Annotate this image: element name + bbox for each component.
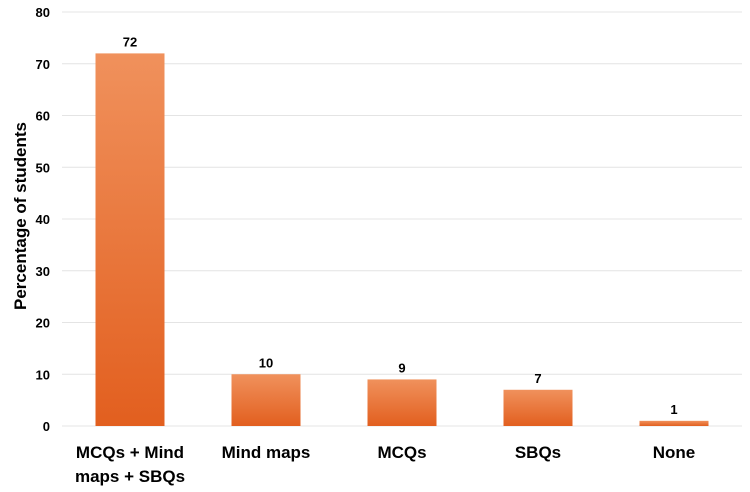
y-tick-label: 80 (36, 5, 50, 20)
y-axis-ticks: 0 10 20 30 40 50 60 70 80 (36, 5, 50, 434)
bar (503, 389, 573, 426)
bars (95, 53, 709, 427)
x-category-label: MCQs (377, 443, 426, 462)
gridlines (62, 11, 742, 427)
bar (639, 420, 709, 426)
y-tick-label: 20 (36, 316, 50, 331)
y-tick-label: 10 (36, 367, 50, 382)
y-tick-label: 40 (36, 212, 50, 227)
data-label: 7 (534, 371, 541, 386)
y-tick-label: 0 (43, 419, 50, 434)
x-category-label: SBQs (515, 443, 561, 462)
data-label: 9 (398, 360, 405, 375)
x-category-label: MCQs + Mind maps + SBQs (75, 443, 185, 486)
data-label: 10 (259, 355, 273, 370)
bar (367, 379, 437, 426)
data-label: 72 (123, 34, 137, 49)
data-labels: 72 10 9 7 1 (123, 34, 678, 416)
y-tick-label: 50 (36, 160, 50, 175)
y-tick-label: 30 (36, 264, 50, 279)
x-category-label: None (653, 443, 696, 462)
x-axis-categories: MCQs + Mind maps + SBQs Mind maps MCQs SBQs N… (75, 443, 695, 486)
x-category-label: Mind maps (222, 443, 311, 462)
y-tick-label: 70 (36, 57, 50, 72)
y-axis-label: Percentage of students (11, 122, 30, 310)
bar (95, 53, 165, 427)
data-label: 1 (670, 402, 677, 417)
y-tick-label: 60 (36, 109, 50, 124)
bar (231, 374, 301, 426)
